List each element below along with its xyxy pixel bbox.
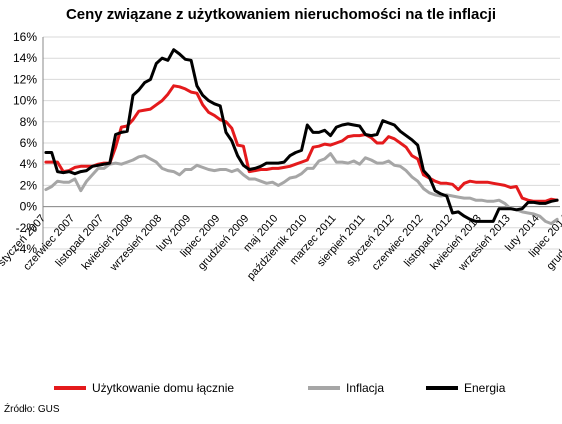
plot-area: -4%-2%0%2%4%6%8%10%12%14%16%styczeń 2007… [0,30,562,282]
legend-label: Użytkowanie domu łącznie [92,381,235,395]
y-tick-label: 14% [13,51,37,65]
legend-swatch [426,386,458,390]
y-tick-label: 12% [13,72,37,86]
y-tick-label: 2% [20,178,38,192]
y-tick-label: 16% [13,30,37,44]
legend-item-uzytkowanie: Użytkowanie domu łącznie [54,378,234,398]
legend-swatch [54,386,86,390]
y-tick-label: -2% [16,221,38,235]
source-note: Źródło: GUS [4,404,60,415]
y-tick-label: -4% [16,242,38,256]
y-tick-label: 0% [20,200,38,214]
legend-label: Inflacja [346,381,385,395]
series-line-2 [44,48,559,223]
y-tick-label: 10% [13,94,37,108]
y-tick-label: 6% [20,136,38,150]
legend-label: Energia [464,381,506,395]
series-line-1 [44,152,559,226]
legend: Użytkowanie domu łącznie Inflacja Energi… [0,378,562,398]
chart-title: Ceny związane z użytkowaniem nieruchomoś… [65,6,497,23]
y-tick-label: 4% [20,157,38,171]
series-line-0 [44,84,559,203]
legend-item-inflacja: Inflacja [308,378,384,398]
legend-item-energia: Energia [426,378,505,398]
legend-swatch [308,386,340,390]
x-tick-label: czerwiec 2012 [370,213,426,273]
y-tick-label: 8% [20,115,38,129]
